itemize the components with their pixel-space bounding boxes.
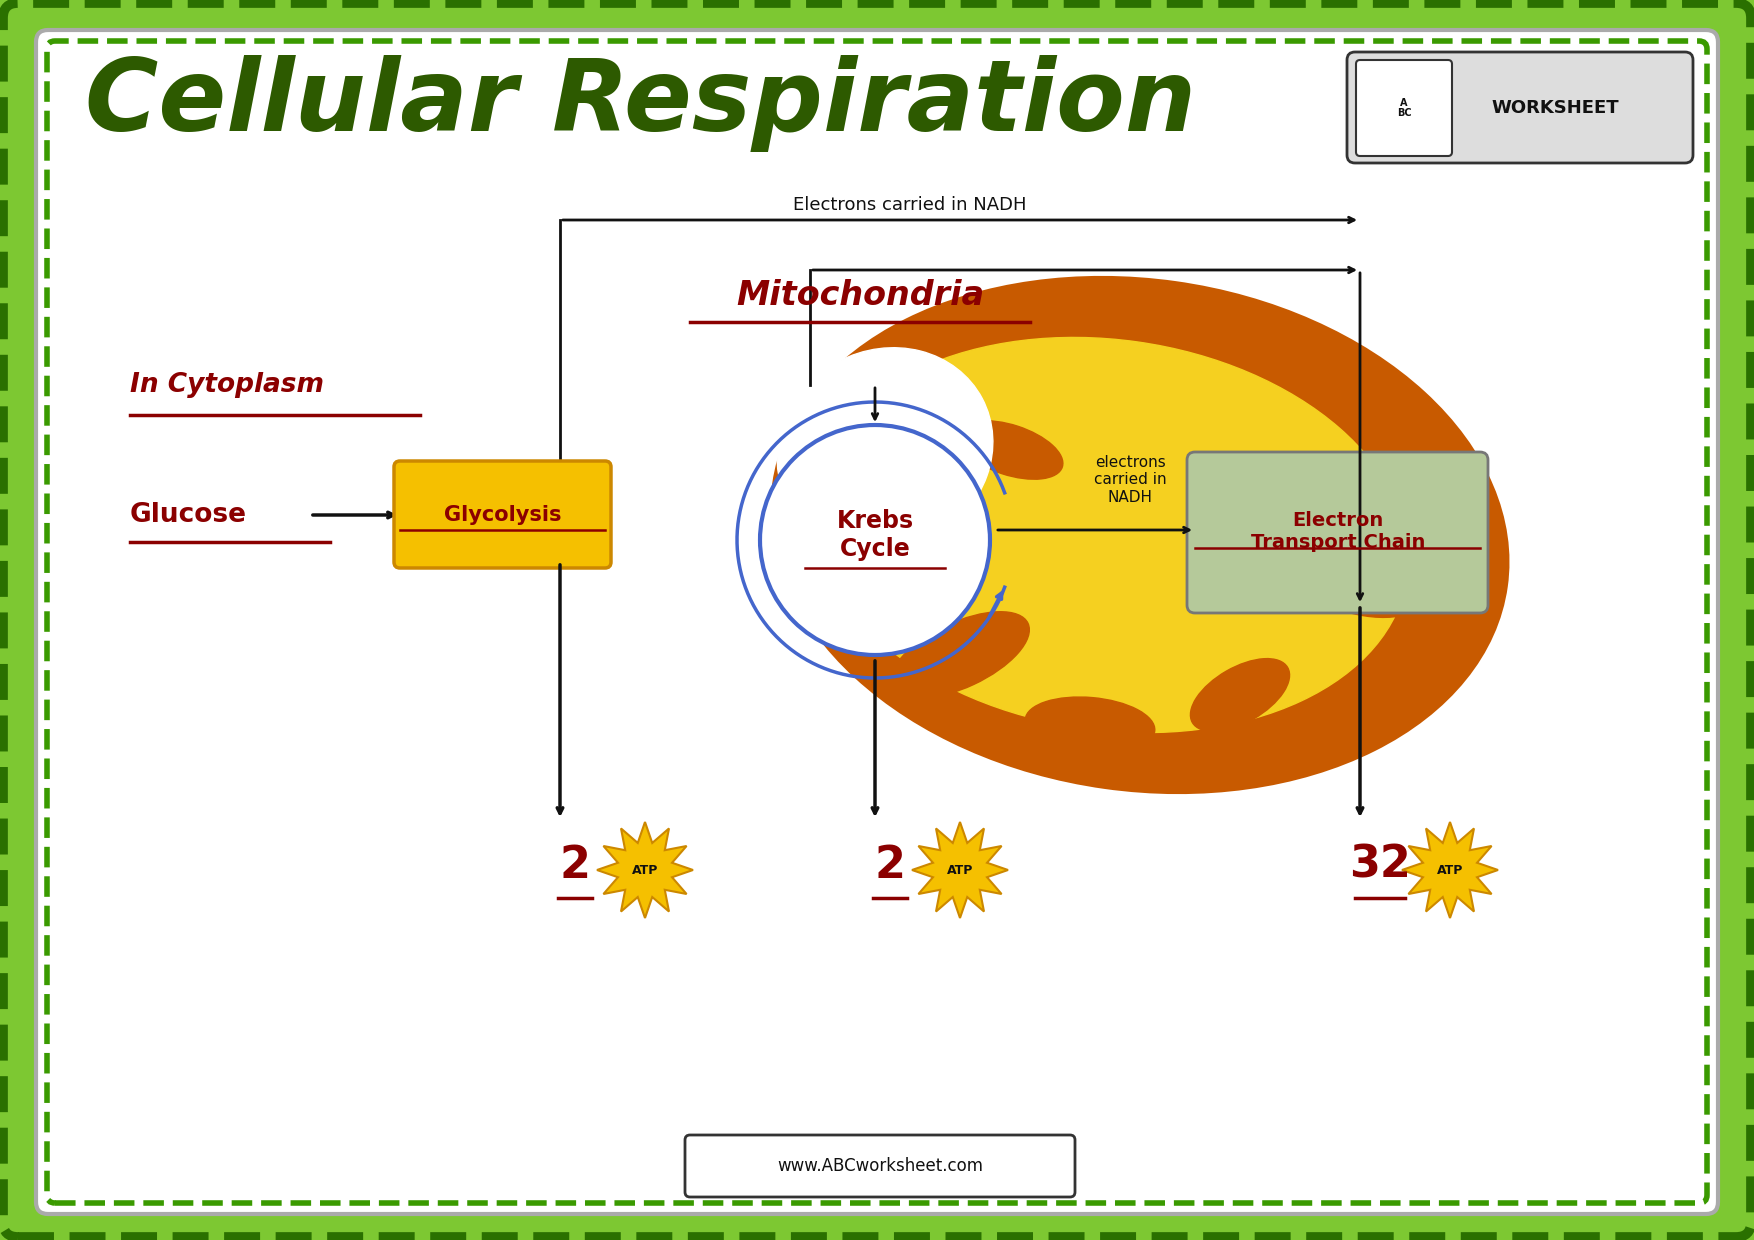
FancyBboxPatch shape (395, 461, 610, 568)
FancyBboxPatch shape (1347, 52, 1693, 162)
Text: 2: 2 (875, 843, 905, 887)
FancyBboxPatch shape (686, 1135, 1075, 1197)
FancyBboxPatch shape (37, 30, 1717, 1214)
Text: ATP: ATP (631, 863, 658, 877)
Ellipse shape (772, 278, 1508, 792)
Text: Glycolysis: Glycolysis (444, 505, 561, 525)
Text: electrons
carried in
NADH: electrons carried in NADH (1094, 455, 1166, 505)
FancyBboxPatch shape (1187, 453, 1487, 613)
Text: ATP: ATP (947, 863, 973, 877)
Ellipse shape (1024, 697, 1154, 753)
Text: Krebs
Cycle: Krebs Cycle (837, 510, 914, 560)
Text: Electrons carried in NADH: Electrons carried in NADH (793, 196, 1026, 215)
Ellipse shape (891, 611, 1030, 698)
FancyBboxPatch shape (1356, 60, 1452, 156)
Ellipse shape (812, 337, 1408, 733)
Text: A
BC: A BC (1396, 98, 1412, 118)
Text: In Cytoplasm: In Cytoplasm (130, 372, 324, 398)
Text: WORKSHEET: WORKSHEET (1491, 99, 1619, 117)
Text: Cellular Respiration: Cellular Respiration (84, 55, 1196, 153)
Ellipse shape (777, 347, 993, 552)
Polygon shape (1401, 822, 1498, 918)
Text: 2: 2 (560, 843, 591, 887)
Ellipse shape (958, 420, 1063, 479)
Polygon shape (912, 822, 1009, 918)
Text: Electron
Transport Chain: Electron Transport Chain (1251, 511, 1426, 553)
FancyBboxPatch shape (4, 2, 1750, 1238)
Text: Mitochondria: Mitochondria (737, 279, 984, 311)
Ellipse shape (1191, 658, 1289, 732)
Text: ATP: ATP (1437, 863, 1463, 877)
Text: Glucose: Glucose (130, 502, 247, 528)
Circle shape (759, 425, 989, 655)
Ellipse shape (1279, 522, 1433, 618)
Polygon shape (596, 822, 693, 918)
Text: www.ABCworksheet.com: www.ABCworksheet.com (777, 1157, 982, 1176)
Text: 32: 32 (1349, 843, 1410, 887)
